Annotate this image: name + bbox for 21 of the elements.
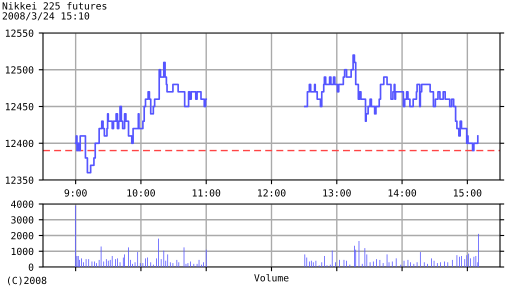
chart-title: Nikkei 225 futures (2, 2, 106, 10)
x-tick-label: 14:00 (388, 189, 416, 197)
text: (C)2008 (8, 276, 46, 286)
x-tick-label: 12:00 (258, 189, 286, 197)
x-tick-label: 15:00 (454, 189, 482, 197)
y-tick-label: 12400 (6, 140, 34, 148)
y-tick-label: 0 (28, 264, 34, 271)
chart-subtitle: 2008/3/24 15:10 (2, 12, 90, 20)
y-tick-label: 12450 (6, 103, 34, 110)
y-tick-label: 12550 (6, 30, 34, 37)
y-tick-label: 1000 (12, 248, 34, 256)
y-tick-label: 4000 (11, 200, 34, 208)
y-tick-label: 12500 (6, 66, 34, 74)
x-tick-label: 10:00 (127, 189, 155, 197)
x-tick-label: 13:00 (323, 189, 351, 197)
y-tick-label: 12350 (6, 176, 34, 184)
x-tick-label: 11:00 (192, 189, 220, 197)
x-tick-label: 9:00 (64, 189, 87, 197)
y-tick-label: 2000 (11, 232, 34, 240)
x-axis-title: Volume (254, 274, 288, 282)
y-tick-label: 3000 (11, 216, 34, 224)
